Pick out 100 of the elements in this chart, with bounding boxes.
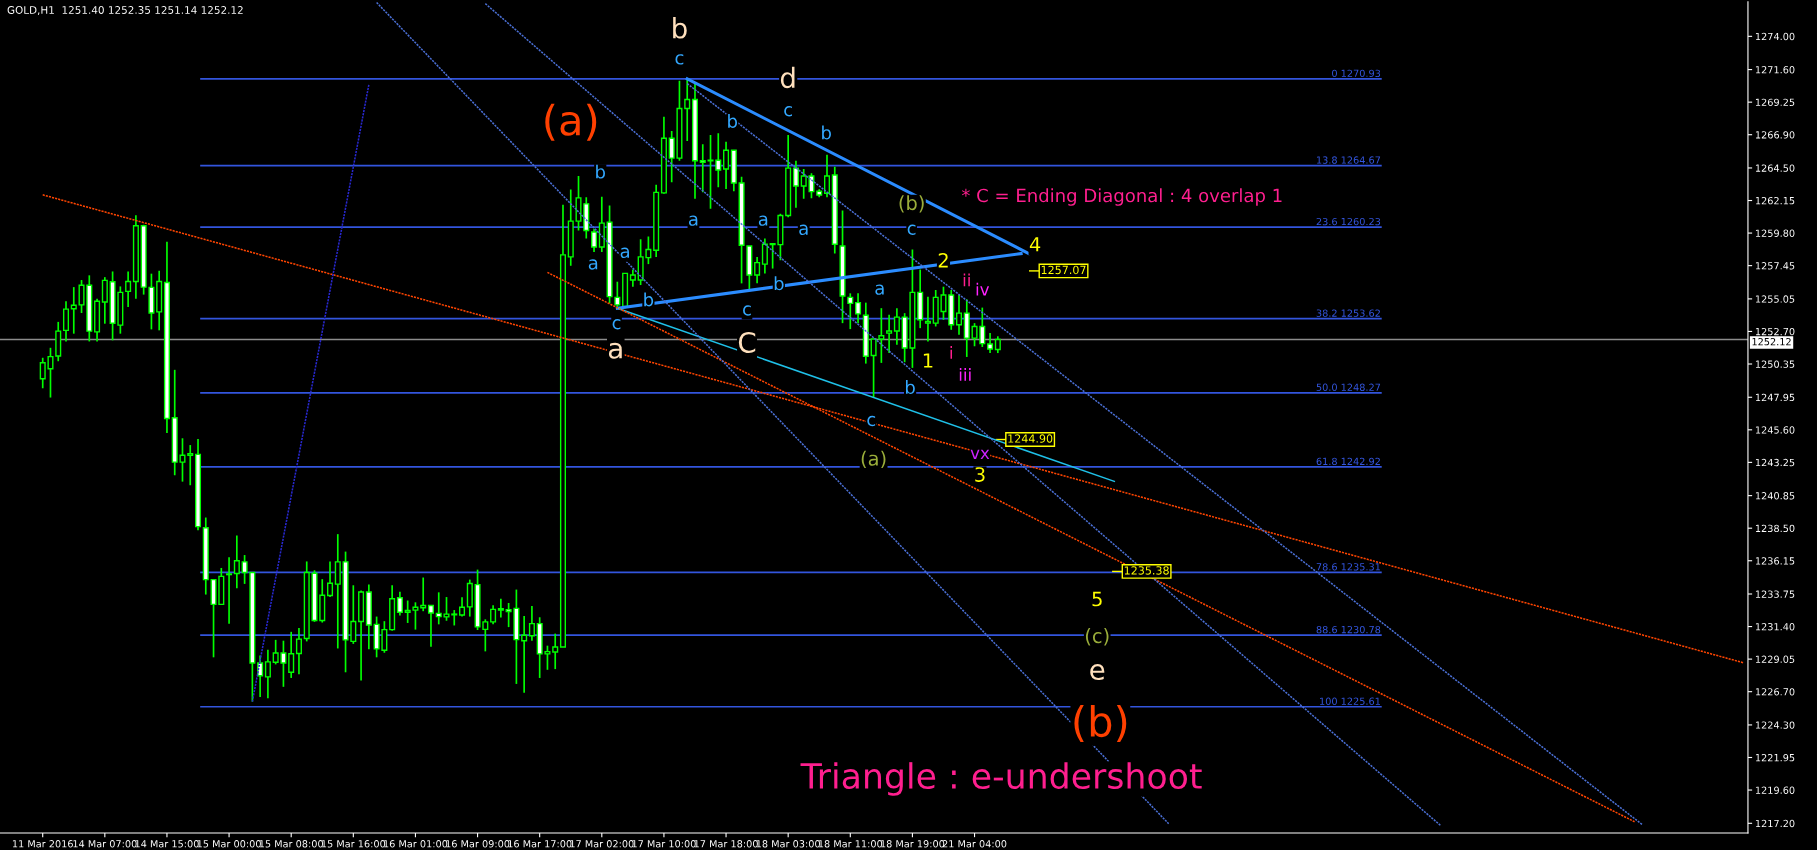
x-tick-label: 18 Mar 11:00 [818,840,883,848]
y-tick-label: 1219.60 [1755,786,1795,794]
annotation: (a) [545,103,597,141]
annotation: e [1090,664,1105,681]
ref-line-label: 50.0 1248.27 [1316,383,1381,391]
y-tick-label: 1231.40 [1755,623,1795,631]
ref-line-label: 88.6 1230.78 [1316,625,1381,634]
annotation: GOLD,H1 1251.40 1252.35 1251.14 1252.12 [7,6,243,15]
annotation: 1244.90 [1008,434,1053,443]
x-tick-label: 15 Mar 08:00 [259,840,324,848]
y-tick-label: 1255.05 [1755,295,1795,303]
annotation: 1235.38 [1124,566,1169,575]
y-tick-label: 1243.25 [1755,458,1795,467]
y-tick-label: 1217.20 [1755,819,1795,828]
annotation: b [822,125,831,140]
candlestick [823,153,831,199]
annotation: 5 [1092,591,1102,607]
y-tick-label: 1250.35 [1755,360,1795,368]
annotation: a [608,342,622,359]
x-tick-label: 17 Mar 18:00 [694,840,758,848]
y-tick-label: 1233.75 [1755,590,1795,598]
annotation: b [596,164,605,179]
y-tick-label: 1224.30 [1755,721,1795,729]
candlestick [614,280,621,310]
candlestick [528,605,535,642]
annotation: a [799,224,808,235]
x-tick-label: 14 Mar 15:00 [135,840,199,848]
candlestick [723,140,730,190]
candlestick [125,270,132,308]
annotation: c [867,415,876,427]
candlestick [490,604,497,626]
x-tick-label: 14 Mar 07:00 [73,840,137,848]
annotation: ii [963,273,970,287]
candlestick [792,159,799,209]
candlestick [466,578,473,618]
y-tick-label: 1221.95 [1755,753,1795,762]
y-tick-label: 1238.50 [1755,524,1795,533]
ref-line-label: 0 1270.93 [1332,69,1381,77]
ref-line-label: 61.8 1242.92 [1316,457,1380,466]
y-tick-label: 1257.45 [1755,262,1795,270]
annotation: c [907,224,916,235]
candlestick [427,604,434,648]
annotation: c [784,106,793,117]
y-tick-label: 1266.90 [1755,131,1795,139]
annotation: 4 [1029,237,1041,252]
annotation: c [612,319,621,330]
y-tick-label: 1259.80 [1755,229,1795,237]
annotation: vx [970,449,990,459]
y-tick-label: 1240.85 [1755,492,1795,500]
ref-line-label: 1252.12 [1752,337,1791,346]
x-tick-label: 17 Mar 02:00 [570,840,634,848]
candlestick [924,295,931,343]
annotation: c [675,54,684,65]
candlestick [684,78,691,142]
annotation: b [905,380,915,395]
y-tick-label: 1236.15 [1755,557,1795,565]
ref-line-label: 13.8 1264.67 [1317,156,1381,164]
annotation: 2 [938,252,948,268]
annotation: a [688,215,698,226]
y-tick-label: 1226.70 [1755,688,1795,696]
candlestick [326,560,334,598]
annotation: b [673,17,687,39]
x-tick-label: 17 Mar 10:00 [632,840,696,848]
annotation: 1 [923,353,933,368]
candlestick [233,534,240,590]
x-tick-label: 11 Mar 2016 [12,840,73,848]
ref-line-label: 38.2 1253.62 [1316,309,1380,317]
y-tick-label: 1245.60 [1755,426,1795,434]
candlestick [552,632,559,670]
annotation: b [644,292,654,307]
x-tick-label: 15 Mar 00:00 [197,840,261,848]
x-tick-label: 15 Mar 16:00 [321,840,386,848]
y-tick-label: 1247.95 [1755,393,1795,402]
annotation: 1257.07 [1041,265,1086,275]
candlestick [334,533,341,650]
ref-line-label: 100 1225.61 [1320,697,1380,705]
candlestick [295,627,302,676]
x-tick-label: 18 Mar 19:00 [881,840,945,848]
annotation: Triangle : e-undershoot [800,762,1202,796]
candlestick [761,237,768,275]
annotation: (b) [899,195,924,213]
y-tick-label: 1252.70 [1755,327,1795,336]
candlestick [420,576,427,613]
x-tick-label: 16 Mar 09:00 [446,840,510,848]
y-tick-label: 1264.50 [1755,164,1795,172]
annotation: * C = Ending Diagonal : 4 overlap 1 [961,188,1282,206]
candlestick [101,276,108,325]
annotation: 3 [975,467,985,482]
y-tick-label: 1262.15 [1755,197,1795,205]
annotation: C [738,331,756,353]
annotation: b [774,276,784,291]
annotation: a [588,259,598,270]
candlestick [591,227,598,253]
x-tick-label: 16 Mar 01:00 [384,840,448,848]
annotation: (c) [1085,628,1109,646]
candlestick [521,615,528,694]
candlestick [62,300,70,343]
candlestick [955,294,963,336]
annotation: d [780,66,795,89]
annotation: (a) [861,450,886,469]
